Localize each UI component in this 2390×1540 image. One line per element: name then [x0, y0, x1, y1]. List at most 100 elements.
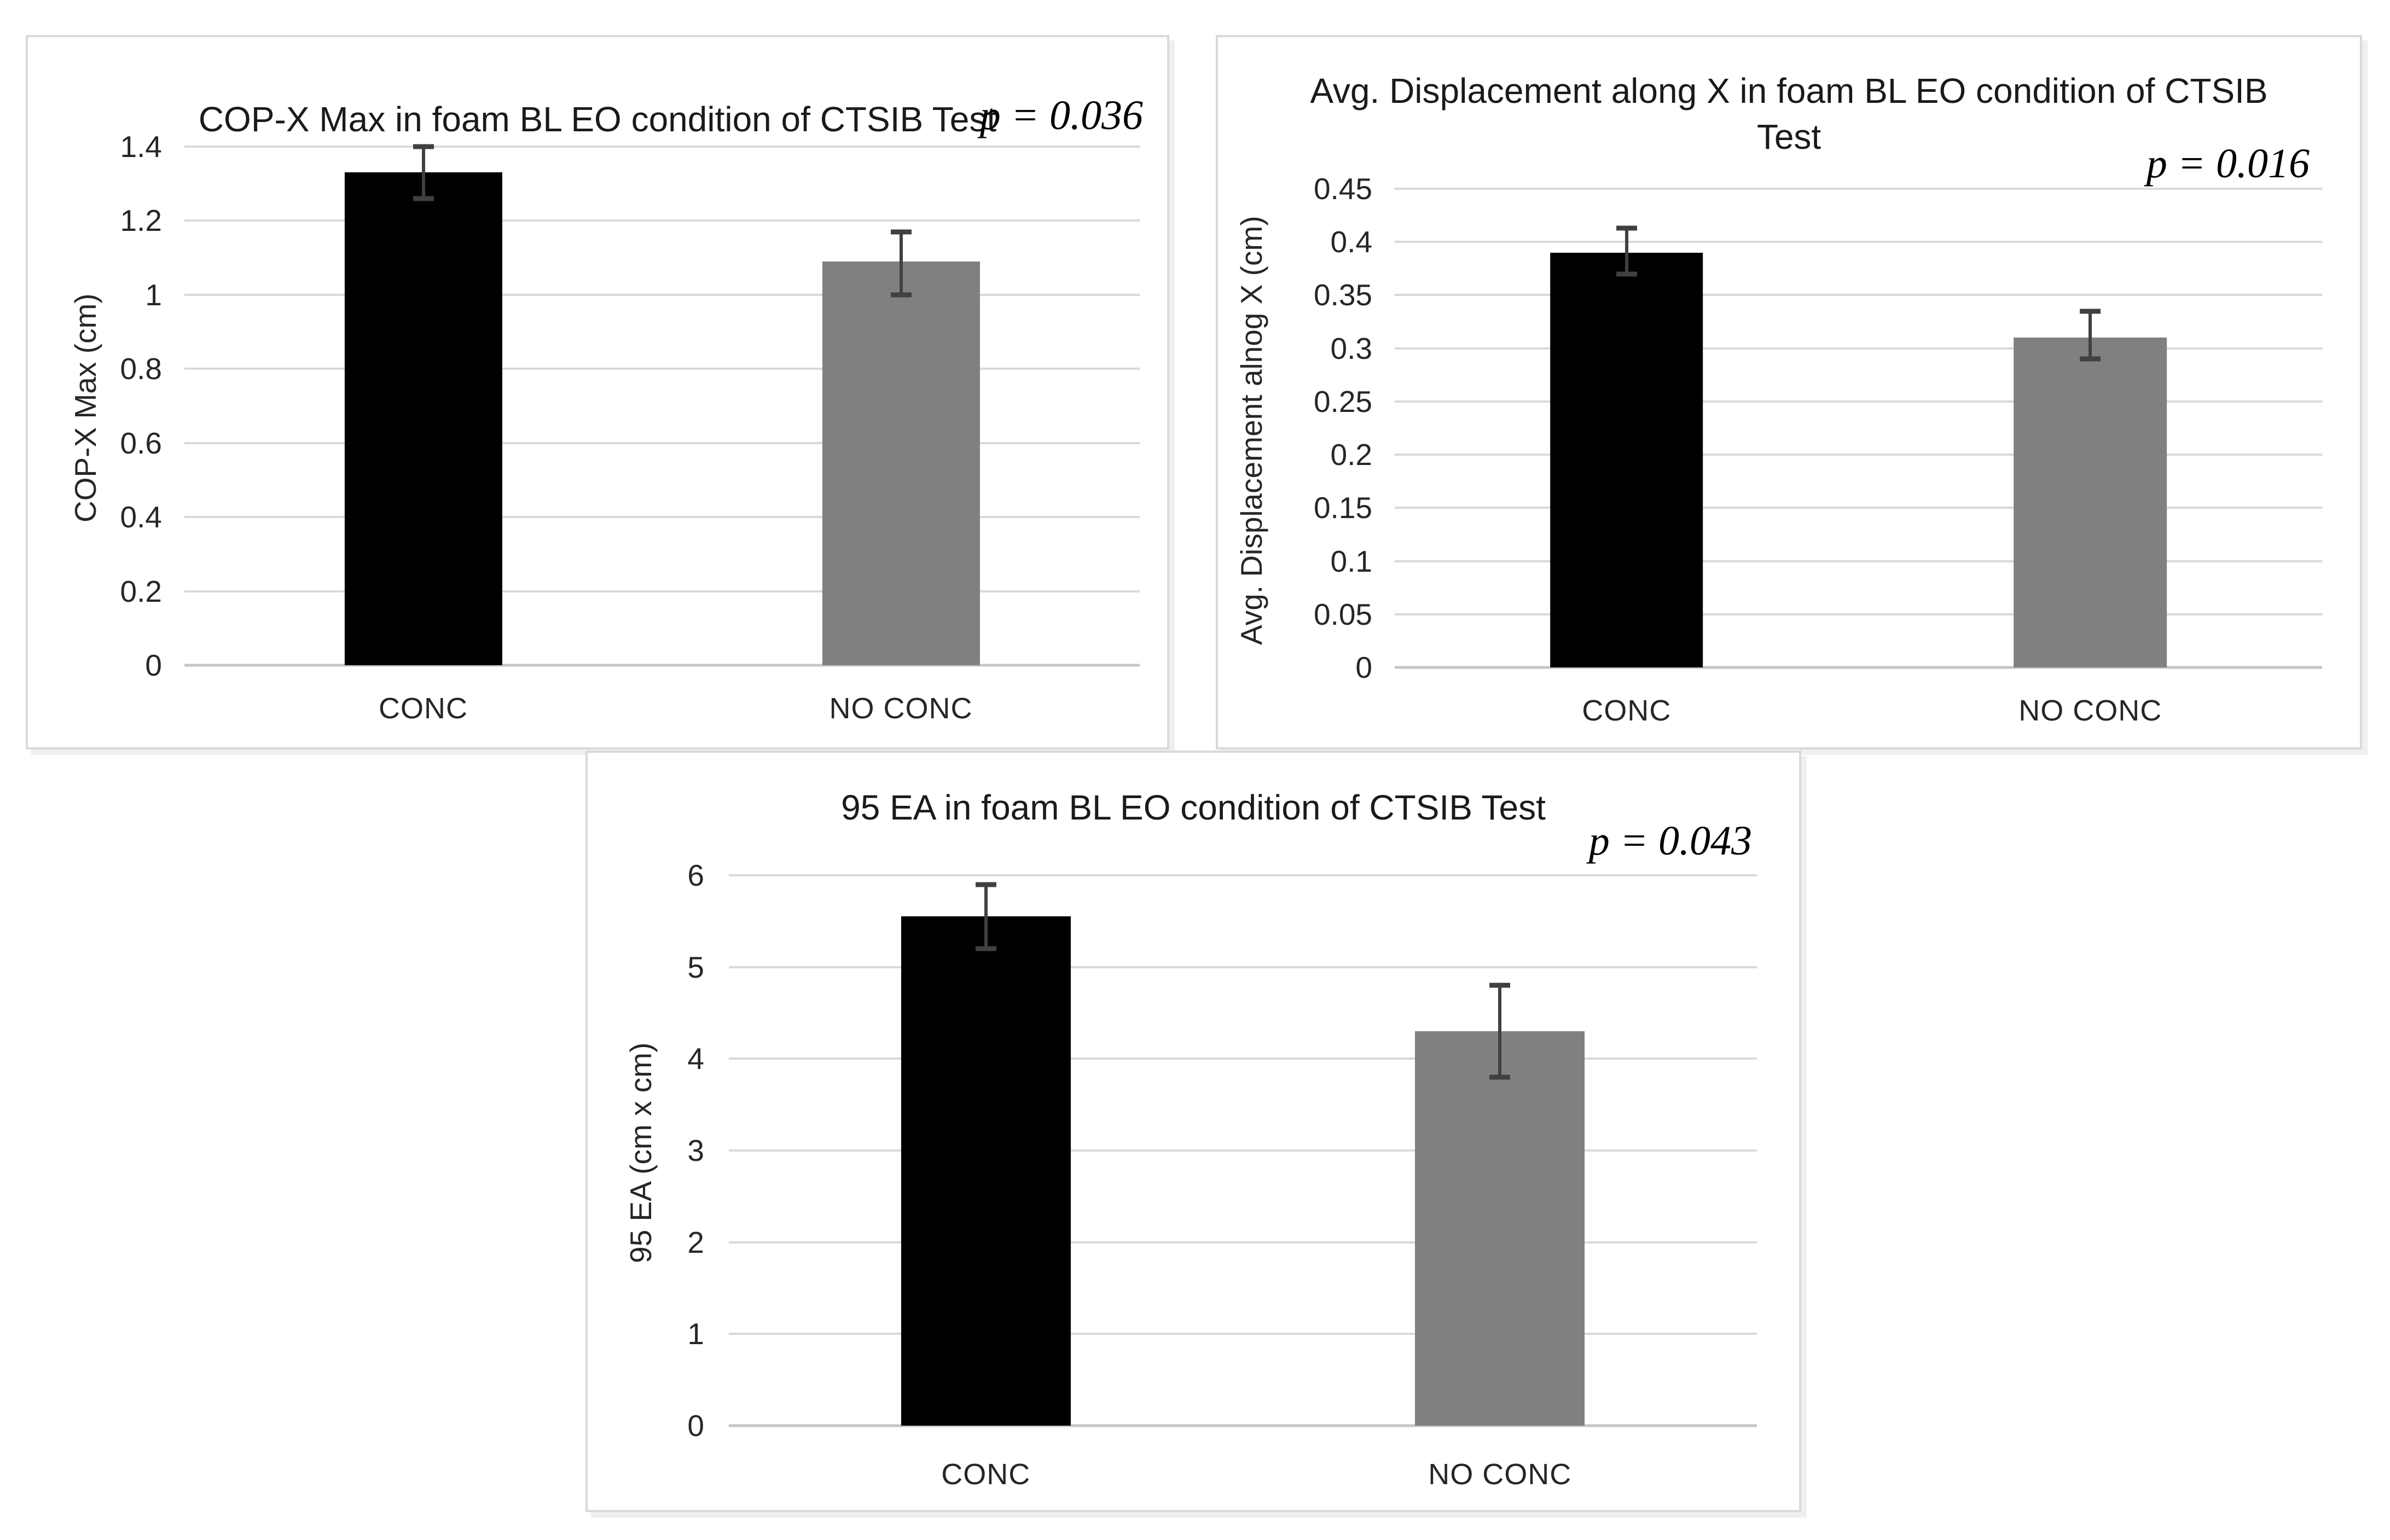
error-bar	[1625, 228, 1628, 274]
bar-slot	[729, 875, 1243, 1426]
bars-layer	[184, 144, 1140, 665]
gridline	[1395, 613, 2322, 615]
x-category-label: CONC	[379, 692, 468, 725]
x-category-label: NO CONC	[1428, 1458, 1572, 1491]
gridline	[729, 1333, 1757, 1335]
gridline	[184, 516, 1140, 519]
y-tick-label: 1	[145, 277, 162, 312]
y-tick-label: 0	[687, 1409, 704, 1443]
gridline	[1395, 666, 2322, 669]
chart-panel-cop-x-max: COP-X Max in foam BL EO condition of CTS…	[26, 35, 1169, 749]
y-tick-label: 3	[687, 1134, 704, 1167]
x-category-label: CONC	[941, 1458, 1031, 1491]
error-bar-cap-bottom	[413, 196, 434, 201]
x-axis-labels: CONC NO CONC	[729, 1457, 1757, 1497]
plot-area	[184, 144, 1140, 667]
error-bar-cap-bottom	[975, 946, 996, 951]
gridline	[184, 219, 1140, 222]
bar-no-conc	[1415, 1031, 1585, 1426]
error-bar	[899, 231, 903, 295]
x-axis-labels: CONC NO CONC	[1395, 694, 2322, 733]
p-value-label: p = 0.016	[2146, 141, 2310, 187]
chart-title: COP-X Max in foam BL EO condition of CTS…	[198, 100, 997, 139]
bar-slot	[662, 147, 1140, 665]
error-bar	[421, 147, 425, 199]
y-tick-label: 4	[687, 1042, 704, 1076]
gridline	[1395, 400, 2322, 403]
y-tick-label: 0.6	[120, 426, 162, 460]
y-tick-label: 6	[687, 858, 704, 892]
chart-panel-95-ea: 95 EA in foam BL EO condition of CTSIB T…	[585, 751, 1801, 1512]
chart-panel-avg-displacement-x: Avg. Displacement along X in foam BL EO …	[1216, 35, 2362, 749]
gridline	[729, 1424, 1757, 1427]
gridline	[729, 1149, 1757, 1152]
x-category-label: CONC	[1582, 694, 1672, 727]
gridline	[729, 966, 1757, 968]
bar-slot	[1243, 875, 1757, 1426]
gridline	[1395, 294, 2322, 297]
chart-title: 95 EA in foam BL EO condition of CTSIB T…	[841, 788, 1546, 827]
error-bar-cap-bottom	[890, 292, 912, 298]
gridline	[729, 874, 1757, 876]
p-value-label: p = 0.036	[979, 92, 1143, 138]
error-bar	[2089, 311, 2092, 359]
y-tick-label: 0.2	[1330, 438, 1372, 472]
bar-conc	[1550, 252, 1703, 667]
y-tick-label: 0	[145, 648, 162, 682]
y-tick-label: 0.45	[1313, 172, 1372, 206]
gridline	[184, 368, 1140, 370]
gridline	[184, 293, 1140, 296]
y-tick-label: 0.4	[120, 500, 162, 534]
y-tick-label: 0.15	[1313, 491, 1372, 525]
gridline	[1395, 560, 2322, 562]
y-axis-ticks: 1.4 1.2 1 0.8 0.6 0.4 0.2 0	[28, 130, 162, 682]
bar-conc	[344, 172, 502, 665]
y-tick-label: 5	[687, 950, 704, 984]
y-tick-label: 0.2	[120, 574, 162, 608]
y-tick-label: 0.4	[1330, 225, 1372, 259]
y-tick-label: 0.8	[120, 352, 162, 386]
x-axis-labels: CONC NO CONC	[184, 691, 1140, 731]
y-tick-label: 1	[687, 1317, 704, 1351]
y-tick-label: 1.2	[120, 204, 162, 238]
p-value-label: p = 0.043	[1588, 818, 1752, 864]
gridline	[1395, 507, 2322, 509]
y-tick-label: 0.25	[1313, 384, 1372, 419]
gridline	[184, 590, 1140, 592]
y-tick-label: 2	[687, 1225, 704, 1259]
gridline	[184, 664, 1140, 667]
error-bar-cap-bottom	[1489, 1074, 1511, 1080]
y-axis-ticks: 6 5 4 3 2 1 0	[588, 858, 704, 1443]
gridline	[184, 146, 1140, 148]
y-tick-label: 0.1	[1330, 544, 1372, 578]
y-tick-label: 0.05	[1313, 597, 1372, 631]
gridline	[184, 441, 1140, 444]
gridline	[729, 1241, 1757, 1243]
error-bar-cap-bottom	[2080, 356, 2101, 362]
error-bar-cap-top	[890, 229, 912, 235]
error-bar-cap-top	[413, 144, 434, 149]
bar-conc	[901, 916, 1071, 1426]
chart-title: Avg. Displacement along X in foam BL EO …	[1310, 71, 2268, 157]
bars-layer	[729, 875, 1757, 1426]
x-category-label: NO CONC	[829, 692, 973, 725]
x-category-label: NO CONC	[2018, 694, 2162, 727]
gridline	[1395, 241, 2322, 243]
error-bar-cap-top	[2080, 309, 2101, 314]
bar-slot	[1395, 189, 1859, 667]
y-tick-label: 0	[1355, 650, 1372, 684]
y-tick-label: 1.4	[120, 130, 162, 164]
gridline	[1395, 454, 2322, 456]
y-tick-label: 0.35	[1313, 278, 1372, 312]
gridline	[1395, 347, 2322, 350]
bar-no-conc	[822, 261, 980, 665]
y-axis-ticks: 0.45 0.4 0.35 0.3 0.25 0.2 0.15 0.1 0.05 0	[1218, 172, 1372, 684]
error-bar-cap-bottom	[1616, 271, 1637, 277]
y-tick-label: 0.3	[1330, 331, 1372, 365]
gridline	[729, 1057, 1757, 1060]
bar-slot	[184, 144, 662, 665]
plot-area	[1395, 188, 2323, 669]
error-bar-cap-top	[1616, 225, 1637, 231]
bar-slot	[1859, 189, 2323, 667]
